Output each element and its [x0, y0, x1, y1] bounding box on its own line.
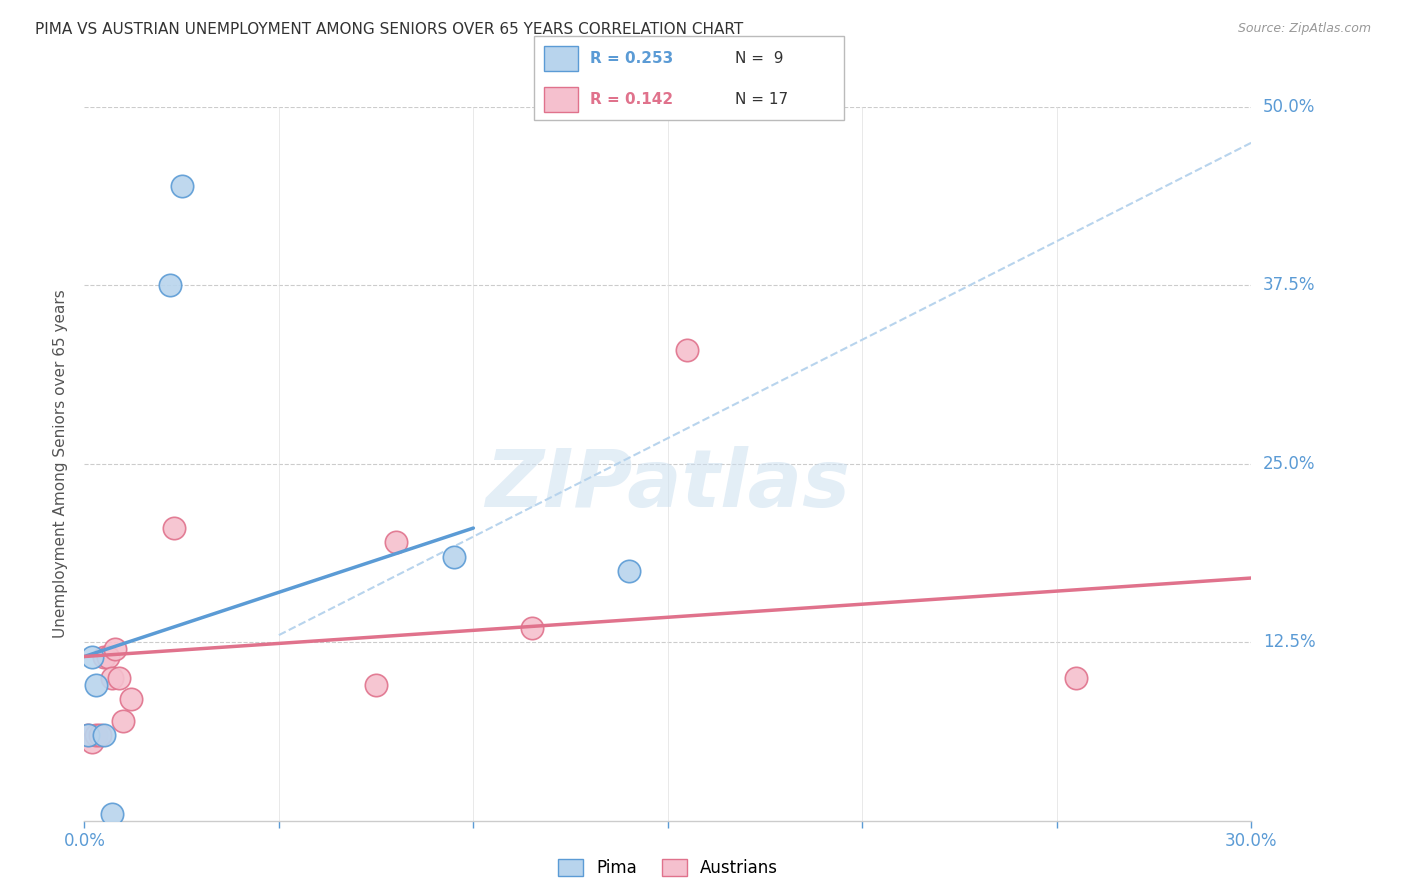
- Point: [159, 278, 181, 293]
- Text: 37.5%: 37.5%: [1263, 277, 1316, 294]
- Point: [100, 806, 122, 821]
- Point: [77, 728, 100, 742]
- Point: [93, 649, 115, 664]
- Legend: Pima, Austrians: Pima, Austrians: [551, 852, 785, 884]
- Point: [108, 671, 131, 685]
- Point: [84, 728, 107, 742]
- Text: N = 17: N = 17: [735, 92, 789, 107]
- Point: [163, 521, 186, 535]
- FancyBboxPatch shape: [544, 45, 578, 71]
- Point: [97, 649, 120, 664]
- Point: [1066, 671, 1088, 685]
- Point: [112, 714, 135, 728]
- Point: [170, 178, 193, 193]
- Text: 50.0%: 50.0%: [1263, 98, 1316, 116]
- Point: [84, 678, 107, 692]
- Point: [82, 735, 104, 749]
- Point: [82, 649, 104, 664]
- Point: [77, 728, 100, 742]
- Text: R = 0.253: R = 0.253: [591, 51, 673, 66]
- Text: 25.0%: 25.0%: [1263, 455, 1316, 473]
- Y-axis label: Unemployment Among Seniors over 65 years: Unemployment Among Seniors over 65 years: [53, 290, 69, 638]
- Text: R = 0.142: R = 0.142: [591, 92, 673, 107]
- Point: [93, 728, 115, 742]
- Point: [100, 671, 122, 685]
- Point: [384, 535, 406, 549]
- Point: [617, 564, 640, 578]
- Point: [120, 692, 142, 706]
- Text: 12.5%: 12.5%: [1263, 633, 1316, 651]
- Text: PIMA VS AUSTRIAN UNEMPLOYMENT AMONG SENIORS OVER 65 YEARS CORRELATION CHART: PIMA VS AUSTRIAN UNEMPLOYMENT AMONG SENI…: [35, 22, 744, 37]
- Point: [104, 642, 127, 657]
- FancyBboxPatch shape: [544, 87, 578, 112]
- Text: ZIPatlas: ZIPatlas: [485, 446, 851, 524]
- Point: [676, 343, 699, 357]
- FancyBboxPatch shape: [534, 36, 844, 120]
- Text: Source: ZipAtlas.com: Source: ZipAtlas.com: [1237, 22, 1371, 36]
- Point: [89, 728, 111, 742]
- Point: [443, 549, 465, 564]
- Point: [366, 678, 388, 692]
- Point: [520, 621, 543, 635]
- Text: N =  9: N = 9: [735, 51, 783, 66]
